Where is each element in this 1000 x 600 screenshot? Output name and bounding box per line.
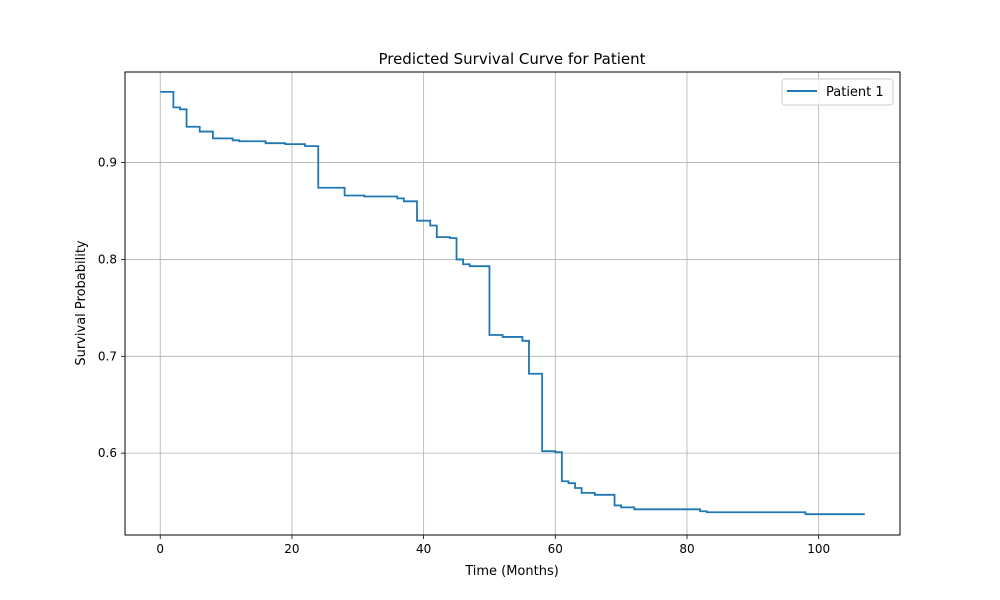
x-tick-label: 20 [284, 542, 299, 556]
x-axis: 0 20 40 60 80 100 [156, 535, 830, 556]
grid-lines [125, 72, 900, 535]
y-tick-label: 0.7 [98, 349, 117, 363]
plot-area [124, 71, 901, 536]
legend-label: Patient 1 [826, 85, 884, 100]
legend-box [781, 78, 894, 106]
x-tick-label: 0 [156, 542, 164, 556]
y-tick-label: 0.8 [98, 252, 117, 266]
chart-title: Predicted Survival Curve for Patient [378, 50, 645, 68]
y-axis-label: Survival Probability [74, 240, 89, 366]
x-tick-label: 60 [548, 542, 563, 556]
legend: Patient 1 [781, 78, 894, 106]
y-tick-label: 0.6 [98, 446, 117, 460]
x-tick-label: 40 [416, 542, 431, 556]
y-axis: 0.6 0.7 0.8 0.9 [98, 156, 125, 460]
y-tick-label: 0.9 [98, 156, 117, 170]
x-tick-label: 100 [807, 542, 830, 556]
survival-step-line [160, 90, 865, 516]
x-axis-label: Time (Months) [464, 564, 559, 579]
x-tick-label: 80 [679, 542, 694, 556]
series-group [160, 90, 865, 516]
